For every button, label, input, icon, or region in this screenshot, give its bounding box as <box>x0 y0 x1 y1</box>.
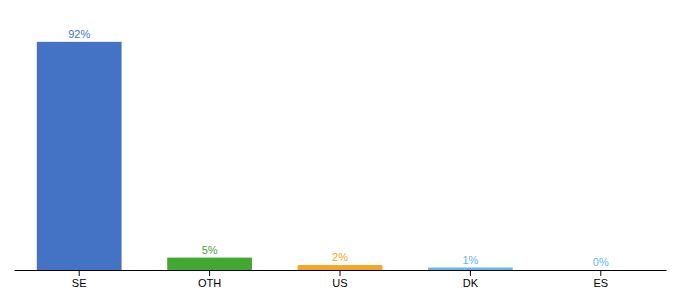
data-label: 5% <box>202 244 218 256</box>
bar <box>558 270 643 271</box>
x-tick: DK <box>463 270 479 289</box>
x-tick-label: SE <box>72 277 87 289</box>
data-label: 1% <box>462 254 478 266</box>
x-tick-mark <box>209 270 210 276</box>
x-tick-label: ES <box>593 277 608 289</box>
bar <box>37 42 122 270</box>
x-tick: ES <box>593 270 608 289</box>
x-tick-label: US <box>332 277 347 289</box>
data-labels: 92% 5% 2% 1% 0% <box>68 28 609 268</box>
x-axis: SE OTH US DK ES <box>15 270 667 289</box>
x-tick-mark <box>600 270 601 276</box>
plot: SE OTH US DK ES 92% 5% 2% 1% 0% <box>15 28 667 289</box>
bar <box>428 268 513 270</box>
bar <box>298 265 383 270</box>
data-label: 0% <box>593 256 609 268</box>
x-tick: SE <box>72 270 87 289</box>
bars <box>37 42 513 270</box>
x-tick-label: DK <box>463 277 479 289</box>
bar <box>167 258 252 270</box>
chart: SE OTH US DK ES 92% 5% 2% 1% 0% <box>0 0 680 300</box>
data-label: 92% <box>68 28 90 40</box>
x-tick: US <box>332 270 347 289</box>
x-tick-mark <box>340 270 341 276</box>
x-tick-mark <box>79 270 80 276</box>
x-tick-mark <box>470 270 471 276</box>
x-tick: OTH <box>198 270 221 289</box>
x-tick-label: OTH <box>198 277 221 289</box>
data-label: 2% <box>332 251 348 263</box>
